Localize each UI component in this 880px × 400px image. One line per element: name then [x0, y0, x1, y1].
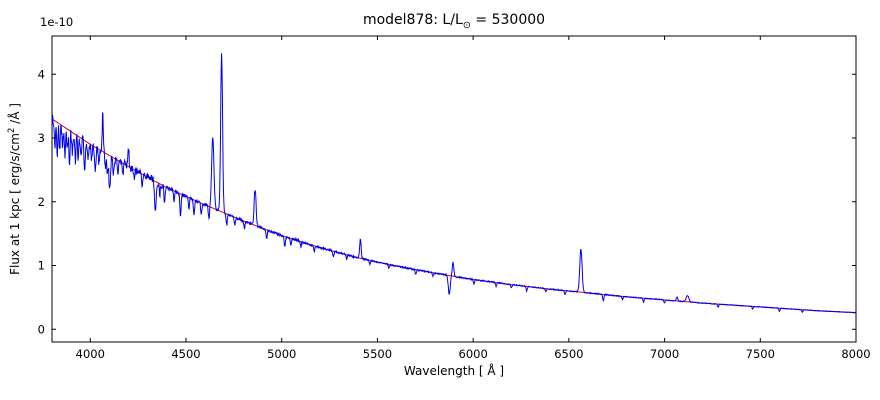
plot-frame [51, 35, 857, 343]
chart-title-suffix: = 530000 [470, 12, 546, 28]
sun-symbol: ⊙ [462, 19, 471, 31]
chart-title-prefix: model878: L/L [362, 12, 463, 28]
x-tick-label: 7500 [746, 347, 775, 361]
y-tick-label: 2 [38, 195, 45, 209]
y-tick-label: 0 [38, 322, 45, 336]
y-tick-label: 1 [38, 259, 45, 273]
x-tick-label: 4000 [76, 347, 105, 361]
y-axis-label-unit: /Å ] [8, 103, 22, 128]
x-axis-label: Wavelength [ Å ] [403, 364, 505, 378]
y-axis-label: Flux at 1 kpc [ erg/s/cm2 /Å ] [6, 103, 22, 275]
y-tick-label: 4 [38, 67, 45, 81]
chart-title: model878: L/L⊙ = 530000 [363, 12, 545, 31]
x-tick-label: 8000 [841, 347, 870, 361]
x-tick-label: 6500 [554, 347, 583, 361]
y-axis-label-text: Flux at 1 kpc [ erg/s/cm [8, 133, 22, 275]
x-tick-label: 5000 [267, 347, 296, 361]
x-tick-label: 5500 [363, 347, 392, 361]
spectrum-line [51, 53, 857, 314]
x-tick-label: 4500 [171, 347, 200, 361]
x-tick-label: 6000 [459, 347, 488, 361]
x-tick-label: 7000 [650, 347, 679, 361]
y-tick-label: 3 [38, 131, 45, 145]
y-axis-offset-label: 1e-10 [40, 15, 74, 29]
y-axis-label-superscript: 2 [6, 127, 16, 133]
